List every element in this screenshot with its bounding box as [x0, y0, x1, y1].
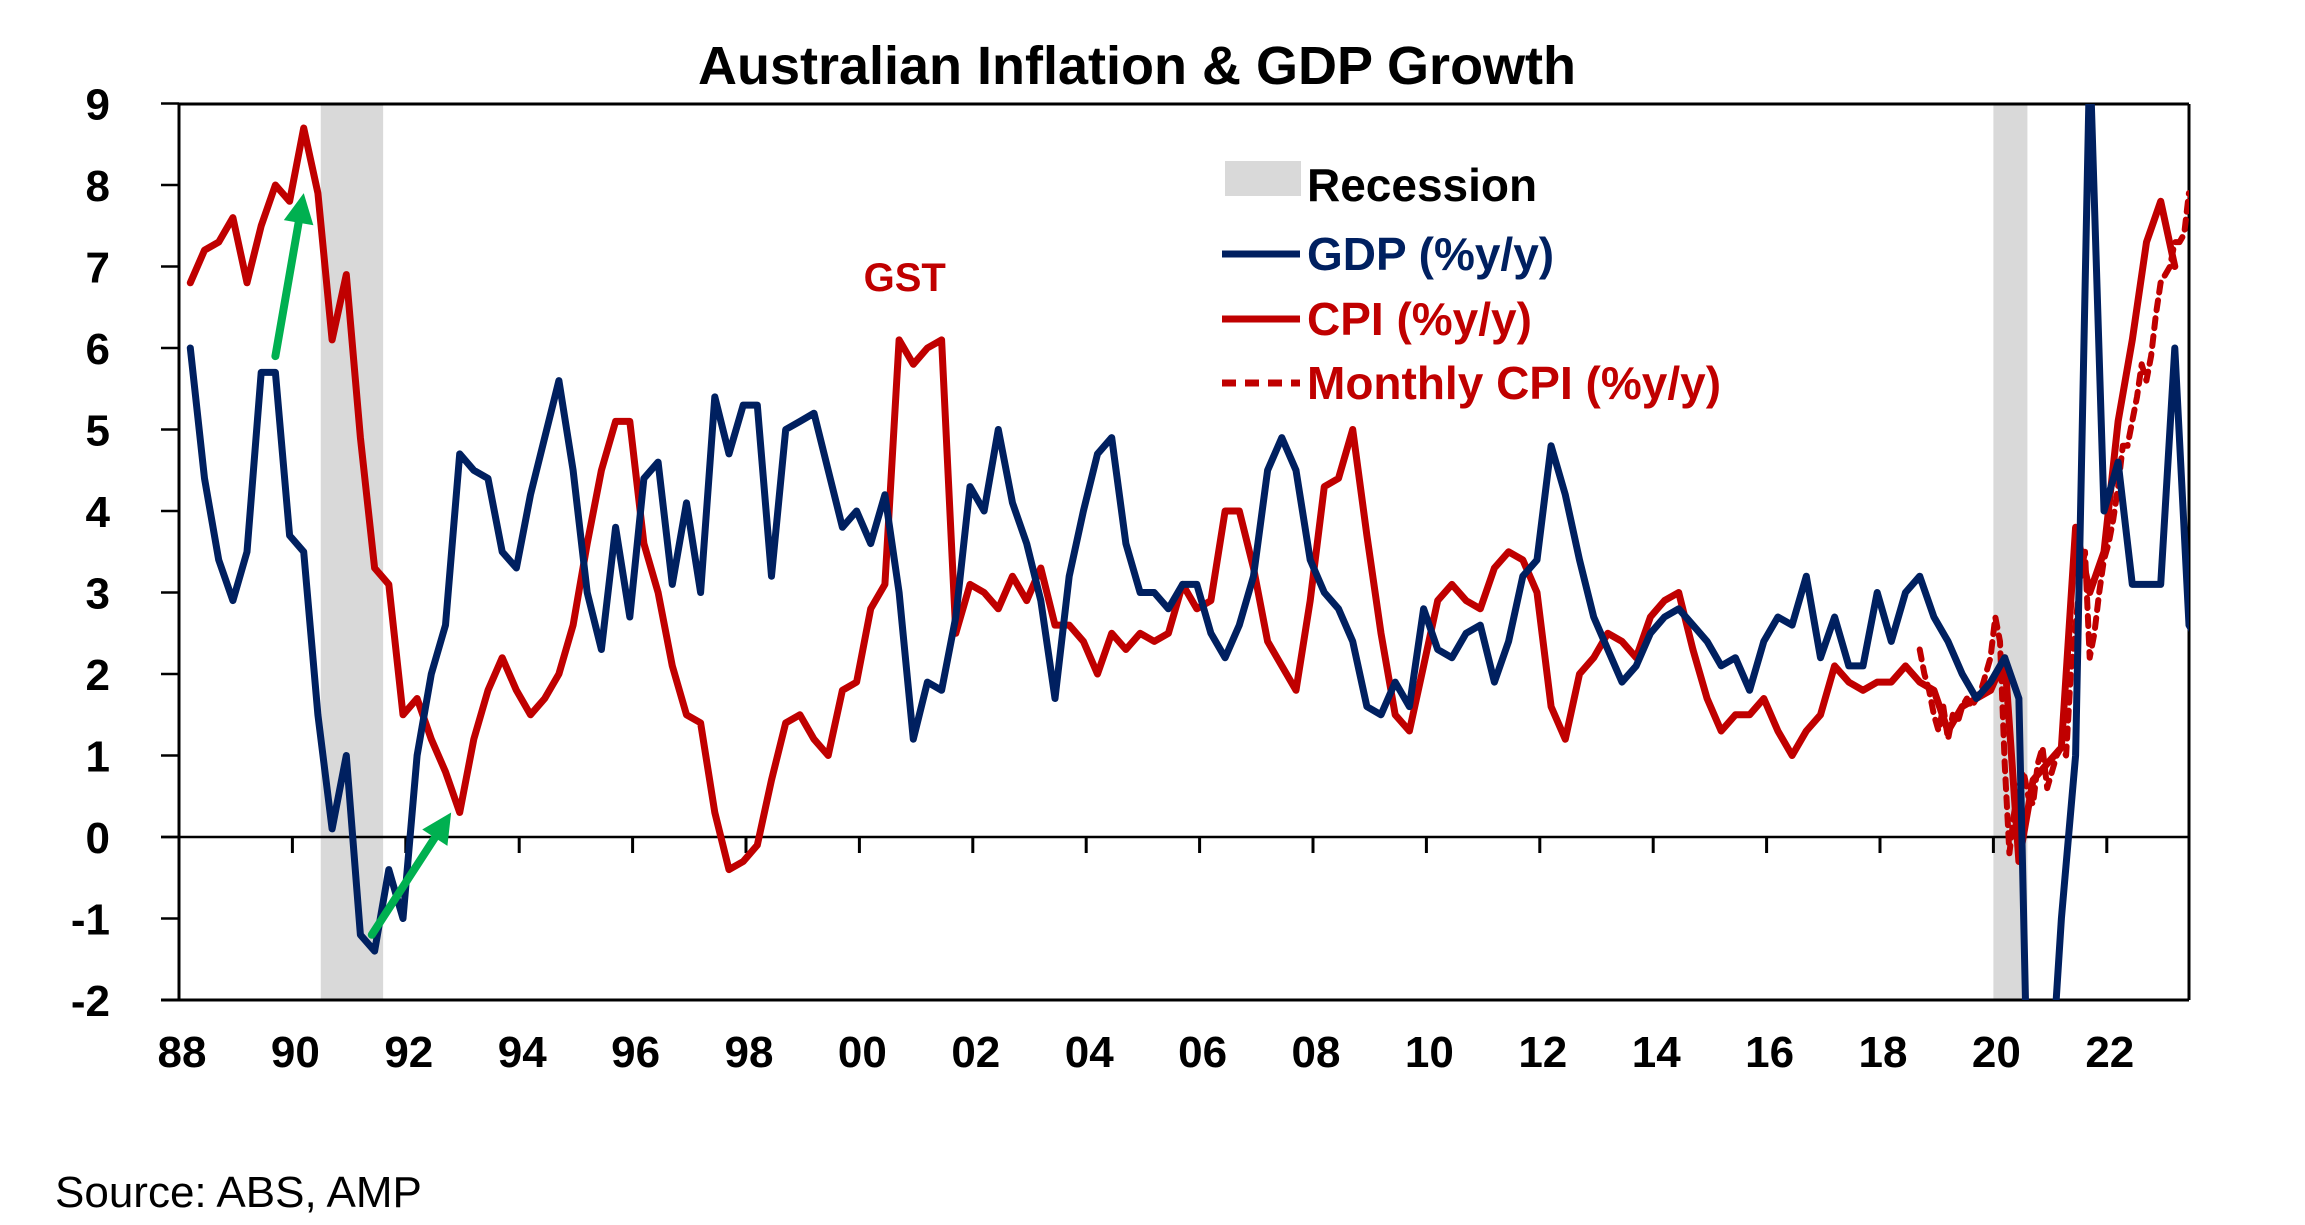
legend-label-cpi: CPI (%y/y) [1307, 293, 1532, 345]
x-tick-label: 16 [1745, 1028, 1794, 1077]
y-tick-label: 4 [86, 488, 111, 537]
x-tick-label: 92 [384, 1028, 433, 1077]
legend-swatch-recession [1225, 161, 1301, 196]
green-arrow-head [422, 812, 452, 846]
x-tick-label: 06 [1178, 1028, 1227, 1077]
x-tick-label: 20 [1972, 1028, 2021, 1077]
x-tick-label: 18 [1859, 1028, 1908, 1077]
y-tick-label: -2 [71, 977, 110, 1026]
green-arrow-shaft [367, 833, 439, 939]
series-lines [186, 104, 2189, 1000]
legend-label-recession: Recession [1307, 159, 1537, 211]
chart-title: Australian Inflation & GDP Growth [698, 36, 1576, 96]
x-tick-label: 10 [1405, 1028, 1454, 1077]
recession-bands [320, 104, 2028, 1000]
y-tick-label: -1 [71, 896, 110, 945]
green-arrow-head [283, 193, 314, 226]
x-tick-label: 12 [1518, 1028, 1567, 1077]
annotations: GST [271, 193, 946, 939]
y-tick-label: 5 [86, 407, 110, 456]
y-tick-label: 1 [86, 733, 110, 782]
x-axis-ticks: 88 90 92 94 96 98 00 02 04 06 08 10 12 14 16 18 20 22 [158, 837, 2134, 1077]
y-tick-label: 3 [86, 570, 110, 619]
gst-annotation: GST [864, 256, 946, 300]
x-tick-label: 08 [1292, 1028, 1341, 1077]
x-tick-label: 88 [158, 1028, 207, 1077]
y-axis-ticks: 9 8 7 6 5 4 3 2 1 0 -1 -2 [71, 81, 179, 1026]
legend-label-gdp: GDP (%y/y) [1307, 228, 1554, 280]
legend-label-monthly-cpi: Monthly CPI (%y/y) [1307, 357, 1721, 409]
y-tick-label: 8 [86, 162, 110, 211]
legend: Recession GDP (%y/y) CPI (%y/y) Monthly … [1222, 159, 1721, 409]
y-tick-label: 7 [86, 244, 110, 293]
y-tick-label: 6 [86, 325, 110, 374]
green-arrow-shaft [271, 218, 303, 361]
x-tick-label: 22 [2085, 1028, 2134, 1077]
cpi-y-y-line [186, 124, 2179, 874]
x-tick-label: 96 [611, 1028, 660, 1077]
x-tick-label: 94 [498, 1028, 547, 1077]
x-tick-label: 98 [725, 1028, 774, 1077]
y-tick-label: 0 [86, 814, 110, 863]
y-tick-label: 2 [86, 651, 110, 700]
x-tick-label: 04 [1065, 1028, 1114, 1077]
x-tick-label: 02 [951, 1028, 1000, 1077]
y-tick-label: 9 [86, 81, 110, 130]
axes [161, 102, 2191, 1002]
source-note: Source: ABS, AMP [55, 1168, 422, 1217]
x-tick-label: 00 [838, 1028, 887, 1077]
x-tick-label: 90 [271, 1028, 320, 1077]
x-tick-label: 14 [1632, 1028, 1681, 1077]
gdp-y-y-line [186, 104, 2189, 1000]
